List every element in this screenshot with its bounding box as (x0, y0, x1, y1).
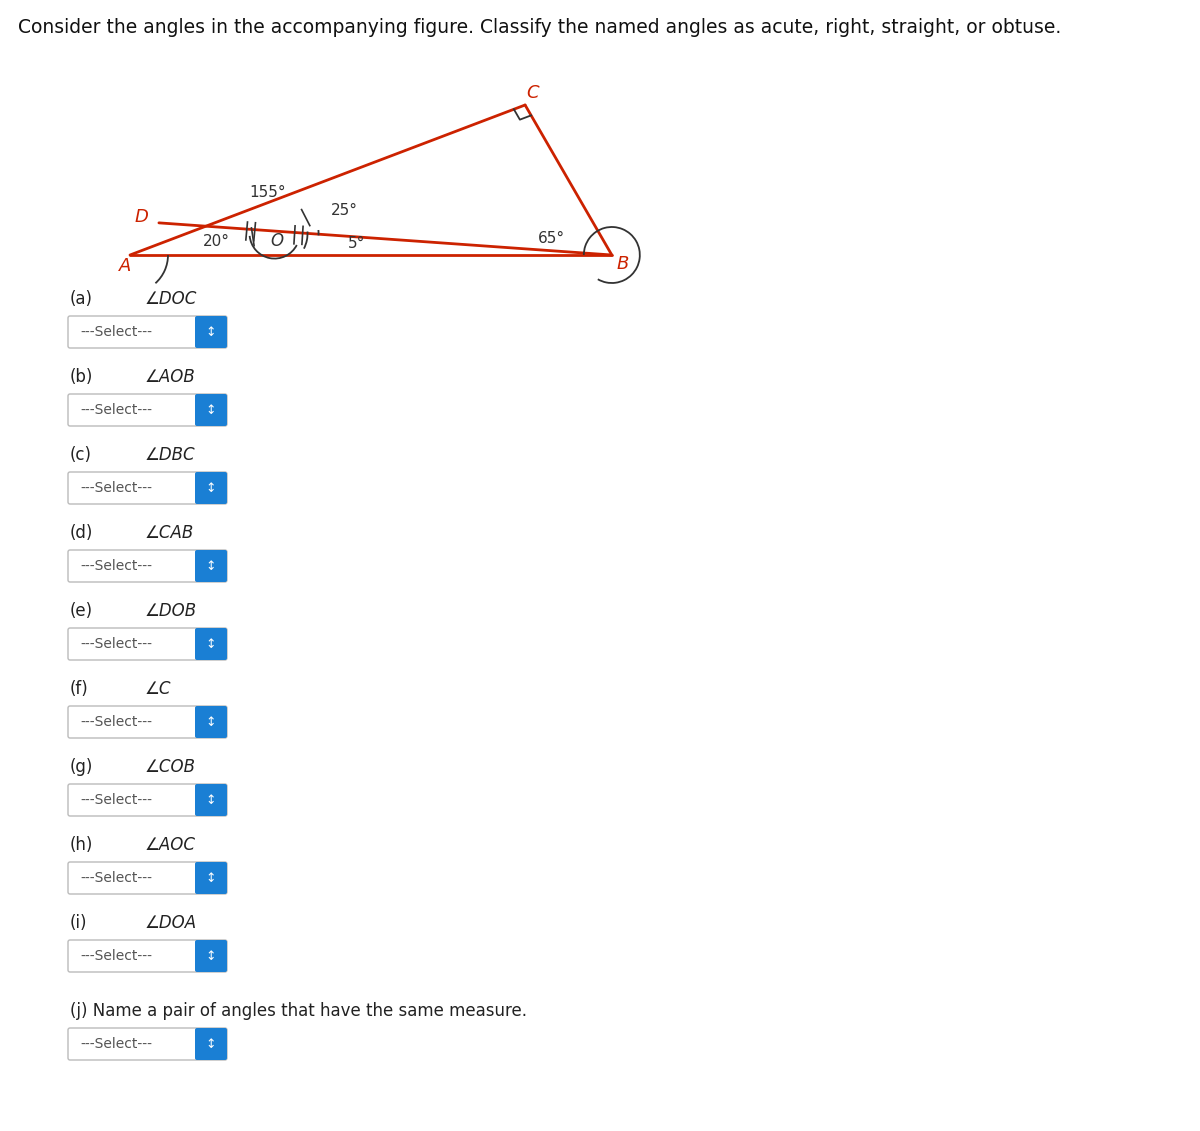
Text: D: D (134, 208, 149, 226)
Text: ---Select---: ---Select--- (80, 793, 152, 808)
Text: ---Select---: ---Select--- (80, 949, 152, 962)
Text: ∠DOB: ∠DOB (145, 602, 197, 620)
Text: (h): (h) (70, 836, 94, 854)
FancyBboxPatch shape (194, 1028, 227, 1060)
FancyBboxPatch shape (68, 394, 227, 426)
Text: ∠DOA: ∠DOA (145, 914, 197, 932)
FancyBboxPatch shape (194, 472, 227, 504)
Text: ---Select---: ---Select--- (80, 1037, 152, 1051)
FancyBboxPatch shape (194, 862, 227, 893)
Text: ∠AOC: ∠AOC (145, 836, 196, 854)
Text: ↕: ↕ (205, 872, 216, 884)
Text: (c): (c) (70, 446, 92, 464)
FancyBboxPatch shape (194, 784, 227, 815)
Text: ↕: ↕ (205, 638, 216, 650)
Text: Consider the angles in the accompanying figure. Classify the named angles as acu: Consider the angles in the accompanying … (18, 18, 1061, 37)
Text: ↕: ↕ (205, 794, 216, 806)
Text: ---Select---: ---Select--- (80, 559, 152, 573)
Text: (i): (i) (70, 914, 88, 932)
Text: (d): (d) (70, 524, 94, 542)
Text: ↕: ↕ (205, 326, 216, 338)
Text: ---Select---: ---Select--- (80, 871, 152, 884)
FancyBboxPatch shape (68, 628, 227, 661)
Text: ↕: ↕ (205, 716, 216, 728)
FancyBboxPatch shape (68, 706, 227, 739)
Text: ∠COB: ∠COB (145, 758, 196, 776)
Text: ---Select---: ---Select--- (80, 481, 152, 495)
Text: A: A (119, 257, 131, 275)
Text: C: C (526, 84, 539, 102)
Text: ↕: ↕ (205, 950, 216, 962)
Text: 20°: 20° (203, 234, 230, 249)
Text: ↕: ↕ (205, 1037, 216, 1051)
FancyBboxPatch shape (68, 316, 227, 348)
FancyBboxPatch shape (194, 550, 227, 582)
Text: ---Select---: ---Select--- (80, 403, 152, 417)
Text: (f): (f) (70, 680, 89, 698)
Text: ↕: ↕ (205, 404, 216, 416)
Text: 155°: 155° (250, 185, 286, 200)
Text: ↕: ↕ (205, 482, 216, 494)
Text: ↕: ↕ (205, 560, 216, 572)
FancyBboxPatch shape (68, 940, 227, 972)
Text: (b): (b) (70, 368, 94, 386)
FancyBboxPatch shape (68, 784, 227, 815)
FancyBboxPatch shape (194, 940, 227, 972)
Text: 5°: 5° (348, 236, 365, 251)
Text: (j) Name a pair of angles that have the same measure.: (j) Name a pair of angles that have the … (70, 1002, 527, 1020)
FancyBboxPatch shape (194, 394, 227, 426)
Text: 25°: 25° (331, 202, 358, 218)
FancyBboxPatch shape (68, 472, 227, 504)
Text: (a): (a) (70, 290, 94, 308)
Text: ∠CAB: ∠CAB (145, 524, 194, 542)
FancyBboxPatch shape (68, 1028, 227, 1060)
Text: ∠DBC: ∠DBC (145, 446, 196, 464)
Text: (g): (g) (70, 758, 94, 776)
Text: ∠DOC: ∠DOC (145, 290, 197, 308)
Text: ---Select---: ---Select--- (80, 715, 152, 729)
Text: (e): (e) (70, 602, 94, 620)
FancyBboxPatch shape (68, 862, 227, 893)
Text: ---Select---: ---Select--- (80, 637, 152, 651)
Text: 65°: 65° (538, 232, 565, 247)
Text: B: B (617, 254, 629, 273)
Text: ∠C: ∠C (145, 680, 172, 698)
FancyBboxPatch shape (194, 316, 227, 348)
Text: O: O (270, 233, 283, 250)
Text: ∠AOB: ∠AOB (145, 368, 196, 386)
FancyBboxPatch shape (194, 628, 227, 661)
FancyBboxPatch shape (68, 550, 227, 582)
Text: ---Select---: ---Select--- (80, 325, 152, 339)
FancyBboxPatch shape (194, 706, 227, 739)
